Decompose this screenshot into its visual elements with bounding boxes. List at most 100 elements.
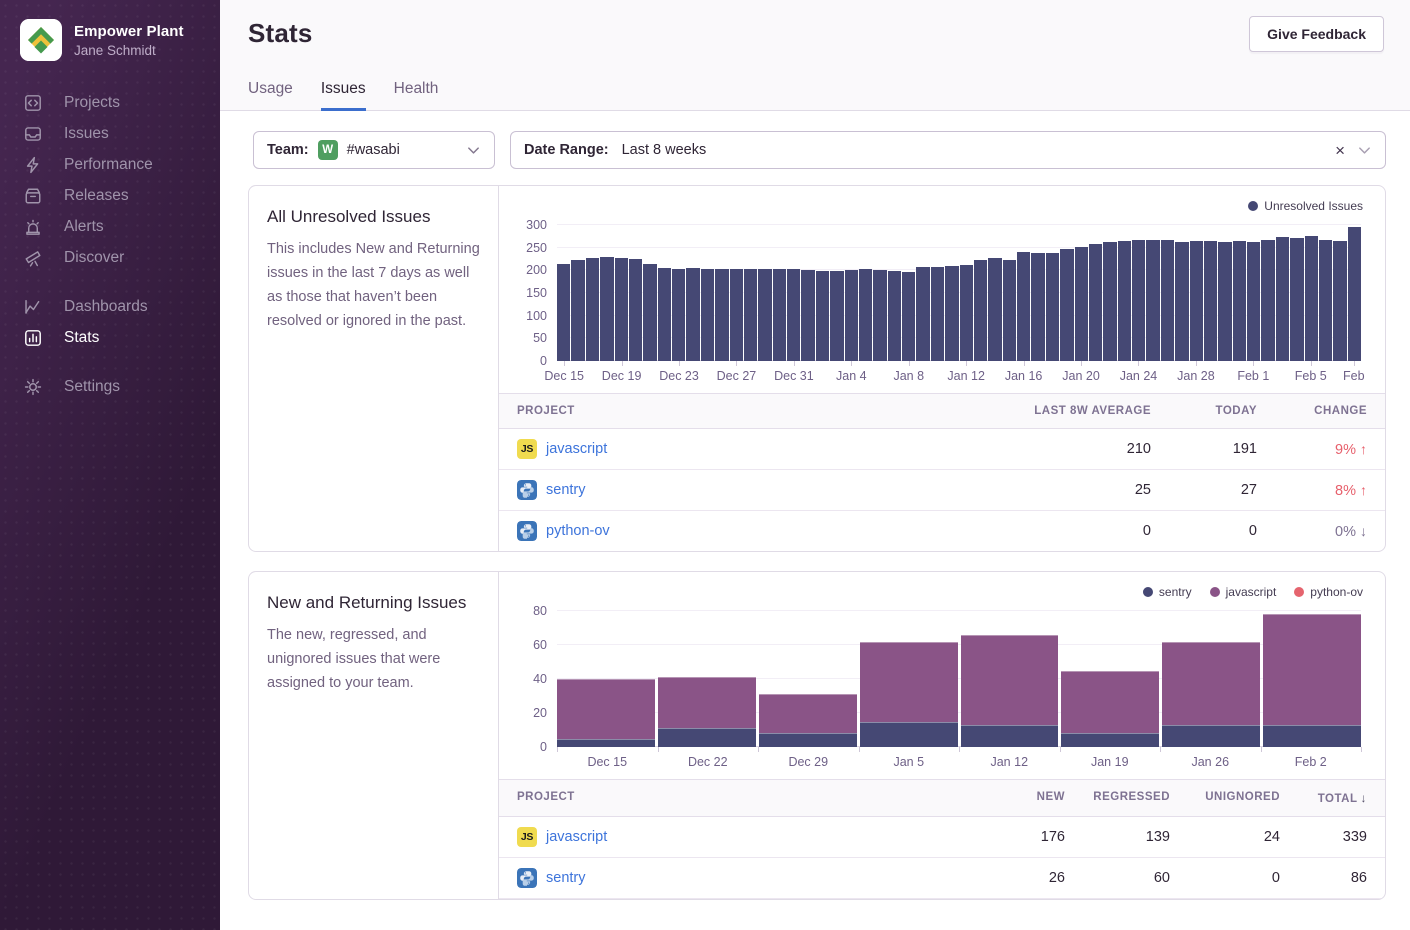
project-link[interactable]: javascript <box>546 829 608 845</box>
table-header-row: PROJECT LAST 8W AVERAGE TODAY CHANGE <box>499 394 1385 429</box>
tab-issues[interactable]: Issues <box>320 80 366 111</box>
table-row: sentry 25 27 8% ↑ <box>499 470 1385 511</box>
tab-usage[interactable]: Usage <box>248 80 293 97</box>
segment-sentry <box>1162 724 1261 747</box>
gridline <box>557 644 1361 645</box>
tab-health[interactable]: Health <box>393 80 439 97</box>
sidebar-item-dashboards[interactable]: Dashboards <box>24 291 220 322</box>
gridline <box>557 224 1361 225</box>
org-logo-icon <box>20 19 62 61</box>
segment-sentry <box>557 738 655 747</box>
gridline <box>557 269 1361 271</box>
column-header-total[interactable]: TOTAL ↓ <box>1317 791 1367 805</box>
sidebar-item-releases[interactable]: Releases <box>24 180 220 211</box>
x-axis-label: Jan 16 <box>1004 369 1043 383</box>
table-row: JS javascript 210 191 9% ↑ <box>499 429 1385 470</box>
sidebar-item-label: Stats <box>64 328 100 346</box>
panel-description-column: All Unresolved Issues This includes New … <box>249 186 499 551</box>
segment-sentry <box>960 724 1059 747</box>
value-cell: 25 <box>1134 482 1151 498</box>
x-axis-label: Feb 5 <box>1294 369 1327 383</box>
sidebar-item-alerts[interactable]: Alerts <box>24 211 220 242</box>
date-range-value: Last 8 weeks <box>621 142 707 158</box>
legend-item-python-ov[interactable]: python-ov <box>1294 585 1363 599</box>
bar-series-unresolved <box>557 225 1361 361</box>
x-axis-label: Dec 15 <box>544 369 584 383</box>
x-axis-label: Dec 22 <box>687 755 728 769</box>
segment-javascript <box>1162 641 1261 725</box>
axis-tick <box>1195 361 1197 366</box>
sidebar-item-stats[interactable]: Stats <box>24 322 220 353</box>
date-range-label: Date Range: <box>524 142 609 158</box>
project-link[interactable]: javascript <box>546 441 608 457</box>
x-axis-label: Feb <box>1343 369 1365 383</box>
sidebar-item-label: Performance <box>64 155 153 173</box>
date-range-select[interactable]: Date Range: Last 8 weeks × <box>510 131 1386 169</box>
bar <box>1218 242 1232 361</box>
sidebar-item-label: Projects <box>64 93 120 111</box>
bar <box>801 270 815 361</box>
python-project-icon <box>517 480 537 500</box>
bar <box>1132 239 1146 361</box>
give-feedback-button[interactable]: Give Feedback <box>1249 16 1384 52</box>
x-axis-label: Feb 2 <box>1294 755 1327 769</box>
sidebar-item-performance[interactable]: Performance <box>24 149 220 180</box>
panel-chart-column: sentry javascript python-ov 0 20 40 60 80 Dec … <box>499 572 1385 899</box>
column-header-change: CHANGE <box>1314 405 1367 417</box>
bar <box>643 264 657 361</box>
x-axis-label: Jan 24 <box>1119 369 1158 383</box>
team-select[interactable]: Team: W #wasabi <box>253 131 495 169</box>
bar <box>1318 240 1333 361</box>
chart-x-axis: Dec 15 Dec 19 Dec 23 Dec 27 Dec 31 Jan 4 Jan 8… <box>544 361 1365 389</box>
axis-tick <box>557 747 558 752</box>
x-axis-label: Jan 20 <box>1062 369 1100 383</box>
legend-item-javascript[interactable]: javascript <box>1209 585 1276 599</box>
axis-tick <box>908 361 910 366</box>
new-returning-issues-panel: New and Returning Issues The new, regres… <box>248 571 1386 900</box>
segment-sentry <box>758 733 857 747</box>
org-switcher[interactable]: Empower Plant Jane Schmidt <box>0 0 220 87</box>
axis-tick <box>959 747 960 752</box>
performance-icon <box>24 156 42 174</box>
clear-date-icon[interactable]: × <box>1335 140 1345 160</box>
bar <box>815 271 830 361</box>
unresolved-issues-chart: Unresolved Issues 0 50 100 150 200 250 300 Dec… <box>499 186 1385 393</box>
bar <box>585 257 600 361</box>
sidebar-item-issues[interactable]: Issues <box>24 118 220 149</box>
value-cell: 60 <box>1153 870 1170 886</box>
column-header-project: PROJECT <box>517 405 575 417</box>
bar <box>628 259 643 361</box>
bar <box>973 260 988 361</box>
chart-plot: 0 20 40 60 80 <box>533 604 1361 754</box>
project-link[interactable]: sentry <box>546 482 586 498</box>
value-cell: 86 <box>1350 870 1367 886</box>
axis-tick <box>679 361 681 366</box>
panel-description-column: New and Returning Issues The new, regres… <box>249 572 499 899</box>
nav-group: Settings <box>24 371 220 402</box>
javascript-project-icon: JS <box>517 827 537 847</box>
legend-item-unresolved-issues[interactable]: Unresolved Issues <box>1248 199 1363 213</box>
axis-tick <box>758 747 759 752</box>
sidebar-item-projects[interactable]: Projects <box>24 87 220 118</box>
gridline <box>557 337 1361 339</box>
bar <box>729 269 743 361</box>
sidebar-item-settings[interactable]: Settings <box>24 371 220 402</box>
sidebar-nav: Projects Issues Performance Releases Alerts D… <box>0 87 220 402</box>
x-axis-label: Dec 15 <box>587 755 628 769</box>
sidebar-item-discover[interactable]: Discover <box>24 242 220 273</box>
bar <box>614 257 628 361</box>
bar <box>1261 239 1275 361</box>
panel-chart-column: Unresolved Issues 0 50 100 150 200 250 300 Dec… <box>499 186 1385 551</box>
x-axis-label: Dec 23 <box>659 369 699 383</box>
sidebar-item-label: Settings <box>64 377 121 395</box>
stats-icon <box>24 329 42 347</box>
gridline <box>557 678 1361 679</box>
legend-dot <box>1142 587 1153 597</box>
legend-item-sentry[interactable]: sentry <box>1142 585 1192 599</box>
gridline <box>557 292 1361 293</box>
project-cell: sentry <box>517 868 915 888</box>
axis-tick <box>851 361 853 366</box>
project-link[interactable]: sentry <box>546 870 586 886</box>
project-link[interactable]: python-ov <box>546 523 610 539</box>
